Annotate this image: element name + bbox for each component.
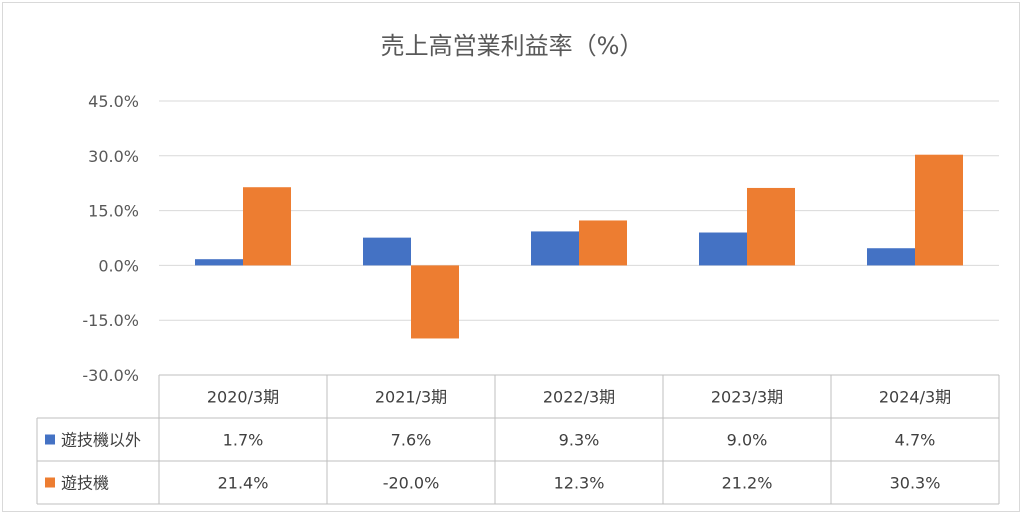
legend-swatch [45, 434, 55, 445]
bar-遊技機以外-2024/3期 [867, 248, 915, 266]
bar-遊技機以外-2023/3期 [699, 232, 747, 266]
series-name: 遊技機以外 [61, 431, 141, 450]
data-label: 7.6% [391, 431, 432, 450]
bar-遊技機以外-2020/3期 [195, 259, 243, 266]
data-label: 21.4% [218, 474, 269, 493]
y-tick-label: 0.0% [98, 256, 139, 275]
y-axis-ticks: 45.0% 30.0% 15.0% 0.0% -15.0% -30.0% [82, 92, 139, 385]
data-label: 1.7% [223, 431, 264, 450]
data-label: 30.3% [890, 474, 941, 493]
data-label: 21.2% [722, 474, 773, 493]
bar-遊技機-2024/3期 [915, 154, 963, 266]
data-label: 12.3% [554, 474, 605, 493]
series-name: 遊技機 [61, 474, 109, 493]
y-tick-label: 15.0% [88, 202, 139, 221]
bars [195, 154, 963, 339]
gridlines [159, 100, 999, 321]
y-tick-label: -30.0% [82, 366, 139, 385]
bar-遊技機-2020/3期 [243, 187, 291, 266]
operating-margin-chart: 売上高営業利益率（%） 45.0% 30.0% 15.0% 0.0% -15.0% -30… [36, 32, 1000, 505]
category-label: 2024/3期 [879, 388, 951, 407]
category-label: 2020/3期 [207, 388, 279, 407]
bar-遊技機-2021/3期 [411, 265, 459, 339]
data-label: 4.7% [895, 431, 936, 450]
bar-遊技機以外-2022/3期 [531, 231, 579, 266]
category-label: 2023/3期 [711, 388, 783, 407]
category-label: 2021/3期 [375, 388, 447, 407]
data-label: 9.0% [727, 431, 768, 450]
category-label: 2022/3期 [543, 388, 615, 407]
y-tick-label: 45.0% [88, 92, 139, 111]
legend-swatch [45, 477, 55, 488]
chart-title: 売上高営業利益率（%） [381, 32, 644, 60]
data-table: 2020/3期 2021/3期 2022/3期 2023/3期 2024/3期遊技機以外… [36, 374, 1000, 505]
bar-遊技機-2022/3期 [579, 220, 627, 266]
bar-遊技機-2023/3期 [747, 187, 795, 266]
y-tick-label: -15.0% [82, 311, 139, 330]
bar-遊技機以外-2021/3期 [363, 237, 411, 266]
data-label: 9.3% [559, 431, 600, 450]
data-label: -20.0% [383, 474, 440, 493]
y-tick-label: 30.0% [88, 147, 139, 166]
